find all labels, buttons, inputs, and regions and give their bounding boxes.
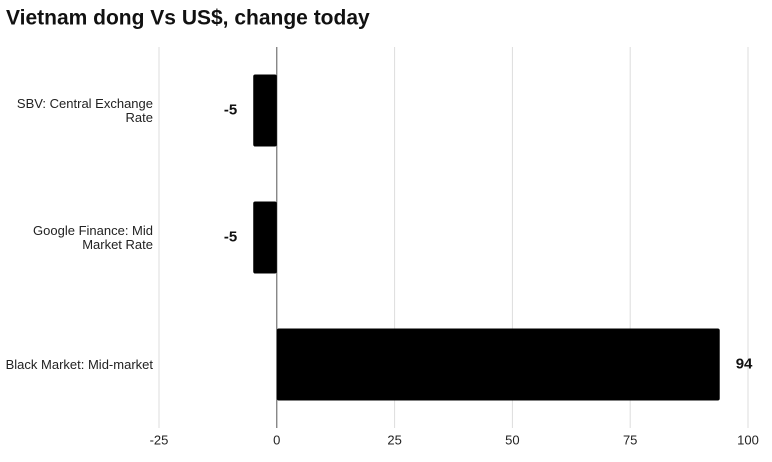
x-tick-label: -25 bbox=[150, 432, 169, 447]
chart-title: Vietnam dong Vs US$, change today bbox=[6, 7, 370, 30]
x-tick-label: 0 bbox=[273, 432, 280, 447]
data-label: -5 bbox=[224, 228, 237, 245]
x-tick-label: 50 bbox=[505, 432, 519, 447]
y-tick-label: Black Market: Mid-market bbox=[5, 356, 153, 372]
data-label: -5 bbox=[224, 101, 237, 118]
data-label: 94 bbox=[736, 355, 753, 372]
x-tick-label: 25 bbox=[387, 432, 401, 447]
y-tick-label: Google Finance: Mid Market Rate bbox=[33, 222, 153, 252]
bar bbox=[276, 328, 720, 401]
y-tick-label: SBV: Central Exchange Rate bbox=[16, 95, 153, 125]
x-tick-label: 75 bbox=[623, 432, 637, 447]
bar bbox=[253, 201, 277, 274]
x-tick-label: 100 bbox=[737, 432, 759, 447]
bar bbox=[253, 74, 277, 147]
